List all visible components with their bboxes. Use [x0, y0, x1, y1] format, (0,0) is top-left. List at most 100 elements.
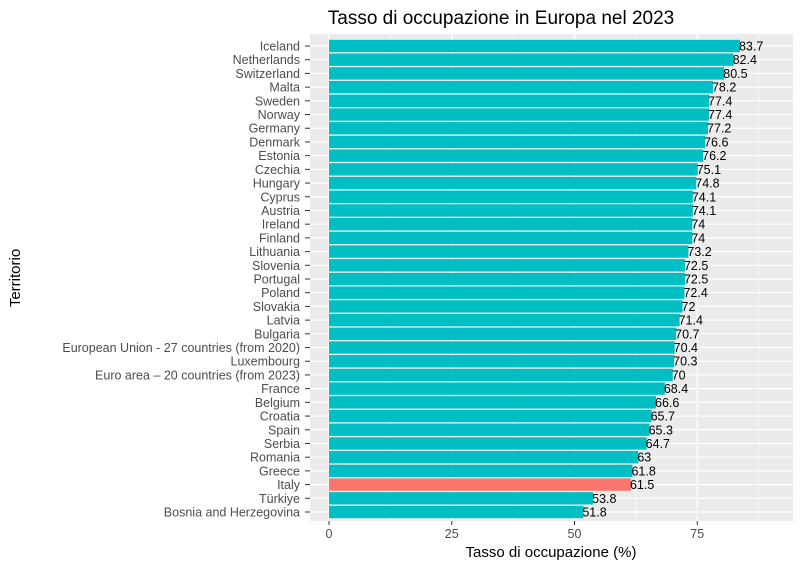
bar-29	[329, 437, 647, 450]
category-label-21: Bulgaria	[254, 327, 300, 341]
data-label-16: 72.5	[684, 259, 708, 273]
category-label-29: Serbia	[264, 437, 300, 451]
bar-32	[329, 478, 631, 491]
data-label-24: 70	[672, 368, 686, 382]
bar-12	[329, 204, 693, 217]
bar-13	[329, 218, 693, 231]
data-label-0: 83.7	[739, 40, 763, 54]
bar-6	[329, 122, 709, 135]
bar-1	[329, 53, 734, 66]
data-label-27: 65.7	[651, 410, 675, 424]
bar-30	[329, 451, 639, 464]
bar-14	[329, 231, 693, 245]
bar-25	[329, 382, 665, 395]
data-label-32: 61.5	[630, 478, 654, 492]
data-label-18: 72.4	[683, 286, 707, 300]
data-label-3: 78.2	[712, 81, 736, 95]
bar-27	[329, 409, 652, 423]
data-label-4: 77.4	[708, 94, 732, 108]
bar-9	[329, 163, 698, 176]
category-label-34: Bosnia and Herzegovina	[164, 506, 300, 520]
bar-18	[329, 286, 685, 299]
bar-26	[329, 396, 657, 409]
category-label-33: Türkiye	[259, 492, 300, 506]
category-label-10: Hungary	[253, 177, 301, 191]
category-label-27: Croatia	[260, 410, 300, 424]
bar-15	[329, 245, 689, 258]
data-label-13: 74	[691, 218, 705, 232]
data-label-9: 75.1	[697, 163, 721, 177]
bar-19	[329, 300, 683, 313]
bar-16	[329, 259, 685, 272]
data-label-30: 63	[637, 451, 651, 465]
category-label-17: Portugal	[253, 273, 300, 287]
category-label-18: Poland	[261, 286, 300, 300]
category-label-19: Slovakia	[253, 300, 300, 314]
bar-8	[329, 149, 704, 162]
bars	[329, 39, 740, 519]
category-label-2: Switzerland	[235, 67, 300, 81]
category-label-22: European Union - 27 countries (from 2020…	[62, 341, 300, 355]
data-label-21: 70.7	[675, 327, 699, 341]
bar-5	[329, 108, 710, 121]
category-labels: IcelandNetherlandsSwitzerlandMaltaSweden…	[62, 40, 310, 520]
x-axis-label: Tasso di occupazione (%)	[466, 544, 637, 561]
data-label-6: 77.2	[707, 122, 731, 136]
category-label-31: Greece	[259, 464, 300, 478]
category-label-16: Slovenia	[252, 259, 300, 273]
data-label-28: 65.3	[649, 423, 673, 437]
category-label-5: Norway	[258, 108, 301, 122]
bar-23	[329, 355, 675, 368]
data-label-25: 68.4	[664, 382, 688, 396]
y-axis-label: Territorio	[7, 249, 24, 307]
data-label-29: 64.7	[646, 437, 670, 451]
data-label-34: 51.8	[582, 506, 606, 520]
x-tick-label: 25	[445, 527, 459, 541]
bar-28	[329, 423, 650, 436]
bar-11	[329, 190, 693, 203]
category-label-24: Euro area – 20 countries (from 2023)	[95, 368, 300, 382]
data-label-8: 76.2	[702, 149, 726, 163]
category-label-12: Austria	[261, 204, 300, 218]
bar-4	[329, 94, 710, 107]
data-label-19: 72	[682, 300, 696, 314]
bar-2	[329, 67, 725, 80]
data-label-12: 74.1	[692, 204, 716, 218]
bar-34	[329, 505, 584, 519]
data-label-5: 77.4	[708, 108, 732, 122]
data-label-2: 80.5	[723, 67, 747, 81]
bar-10	[329, 176, 697, 190]
bar-24	[329, 368, 673, 382]
bar-20	[329, 313, 680, 327]
category-label-20: Latvia	[267, 314, 300, 328]
x-tick-label: 0	[326, 527, 333, 541]
chart-title: Tasso di occupazione in Europa nel 2023	[328, 8, 674, 29]
category-label-11: Cyprus	[260, 190, 300, 204]
x-tick-label: 75	[690, 527, 704, 541]
category-label-8: Estonia	[258, 149, 300, 163]
category-label-32: Italy	[277, 478, 301, 492]
data-label-20: 71.4	[679, 314, 703, 328]
bar-31	[329, 464, 633, 478]
data-label-33: 53.8	[592, 492, 616, 506]
data-label-15: 73.2	[687, 245, 711, 259]
data-label-17: 72.5	[684, 273, 708, 287]
category-label-14: Finland	[259, 231, 300, 245]
category-label-26: Belgium	[255, 396, 300, 410]
bar-21	[329, 327, 677, 340]
bar-0	[329, 39, 740, 53]
category-label-28: Spain	[268, 423, 300, 437]
x-axis-ticks: 0 25 50 75	[326, 521, 704, 541]
category-label-7: Denmark	[249, 135, 300, 149]
data-label-22: 70.4	[674, 341, 698, 355]
category-label-9: Czechia	[255, 163, 300, 177]
category-label-4: Sweden	[255, 94, 300, 108]
bar-17	[329, 272, 685, 286]
category-label-3: Malta	[269, 81, 300, 95]
bar-22	[329, 341, 675, 354]
data-label-1: 82.4	[733, 53, 757, 67]
data-labels: 83.782.480.578.277.477.477.276.676.275.1…	[582, 40, 763, 520]
category-label-30: Romania	[250, 451, 300, 465]
data-label-14: 74	[691, 231, 705, 245]
